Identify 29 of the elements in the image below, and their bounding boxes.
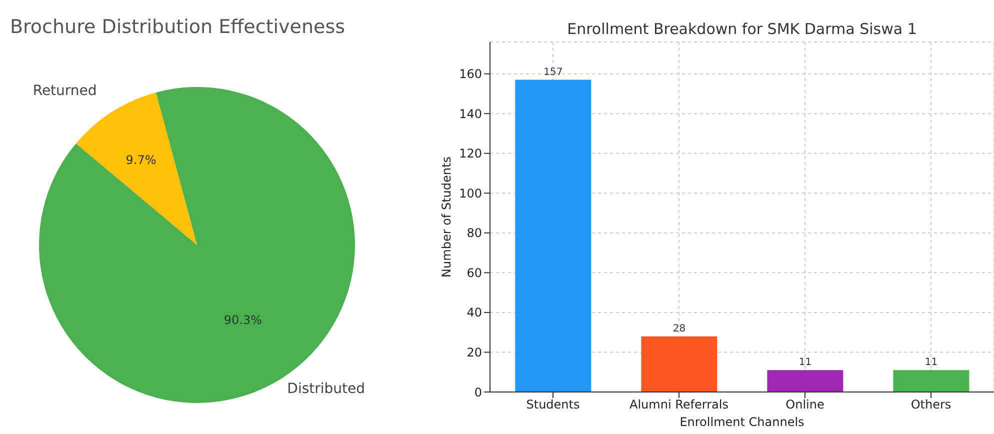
data-label: 90.3% <box>224 312 262 327</box>
slice-label: Distributed <box>287 381 366 398</box>
bar <box>515 80 592 392</box>
x-tick-label: Students <box>526 398 580 412</box>
x-tick-label: Others <box>910 398 952 412</box>
y-tick-label: 120 <box>459 146 482 161</box>
bar <box>641 336 718 392</box>
data-label: 28 <box>672 323 686 334</box>
bar <box>893 370 970 392</box>
y-axis-title: Number of Students <box>439 156 454 278</box>
data-label: 11 <box>924 357 938 368</box>
slice-label: Returned <box>32 82 97 99</box>
chart-title: Enrollment Breakdown for SMK Darma Siswa 1 <box>566 20 918 38</box>
data-label: 9.7% <box>126 153 156 168</box>
x-axis-title: Enrollment Channels <box>680 415 804 429</box>
y-tick-label: 80 <box>466 226 482 240</box>
y-tick-label: 60 <box>466 266 482 280</box>
x-tick-label: Alumni Referrals <box>630 398 728 412</box>
y-tick-label: 100 <box>459 186 482 200</box>
y-tick-label: 160 <box>459 67 482 82</box>
y-tick-label: 20 <box>466 345 482 360</box>
bar <box>767 370 844 392</box>
data-label: 11 <box>798 357 812 368</box>
x-tick-label: Online <box>786 398 824 412</box>
chart-title: Brochure Distribution Effectiveness <box>10 16 346 38</box>
y-tick-label: 140 <box>459 106 482 121</box>
data-label: 157 <box>544 66 563 78</box>
y-tick-label: 40 <box>466 306 482 320</box>
y-tick-label: 0 <box>474 385 482 400</box>
